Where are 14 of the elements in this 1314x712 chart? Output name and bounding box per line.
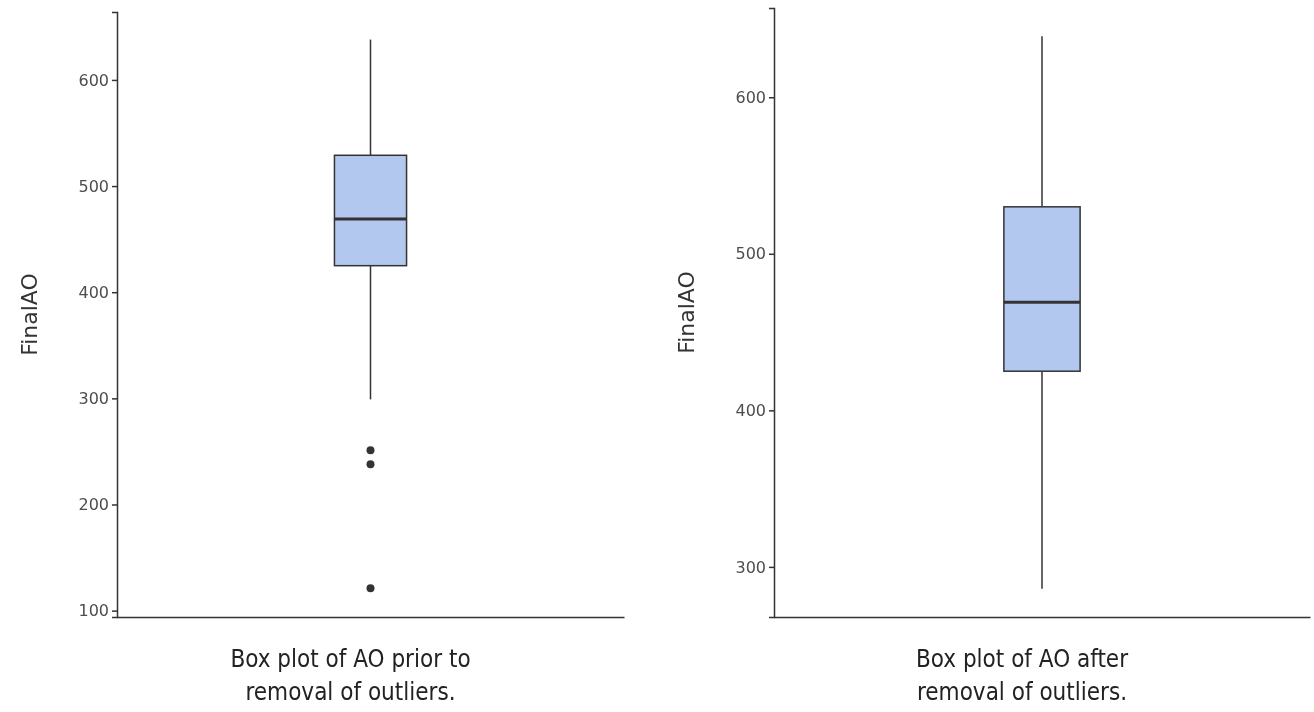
y-axis-title: FinalAO (674, 271, 699, 354)
y-tick-label: 200 (78, 495, 109, 515)
y-tick-label: 300 (78, 388, 109, 408)
y-tick-label: 600 (735, 87, 766, 107)
x-axis-title: Box plot of AO prior to removal of outliers. (230, 645, 471, 706)
x-axis-title: Box plot of AO after removal of outliers. (915, 645, 1129, 706)
y-tick-label: 100 (78, 601, 109, 621)
y-tick-label: 400 (735, 400, 766, 420)
y-tick-label: 400 (78, 282, 109, 302)
y-tick-label: 600 (78, 70, 109, 90)
y-axis-title: FinalAO (17, 273, 42, 356)
y-tick-label: 500 (78, 176, 109, 196)
y-tick-label: 300 (735, 557, 766, 577)
y-tick-label: 500 (735, 244, 766, 264)
